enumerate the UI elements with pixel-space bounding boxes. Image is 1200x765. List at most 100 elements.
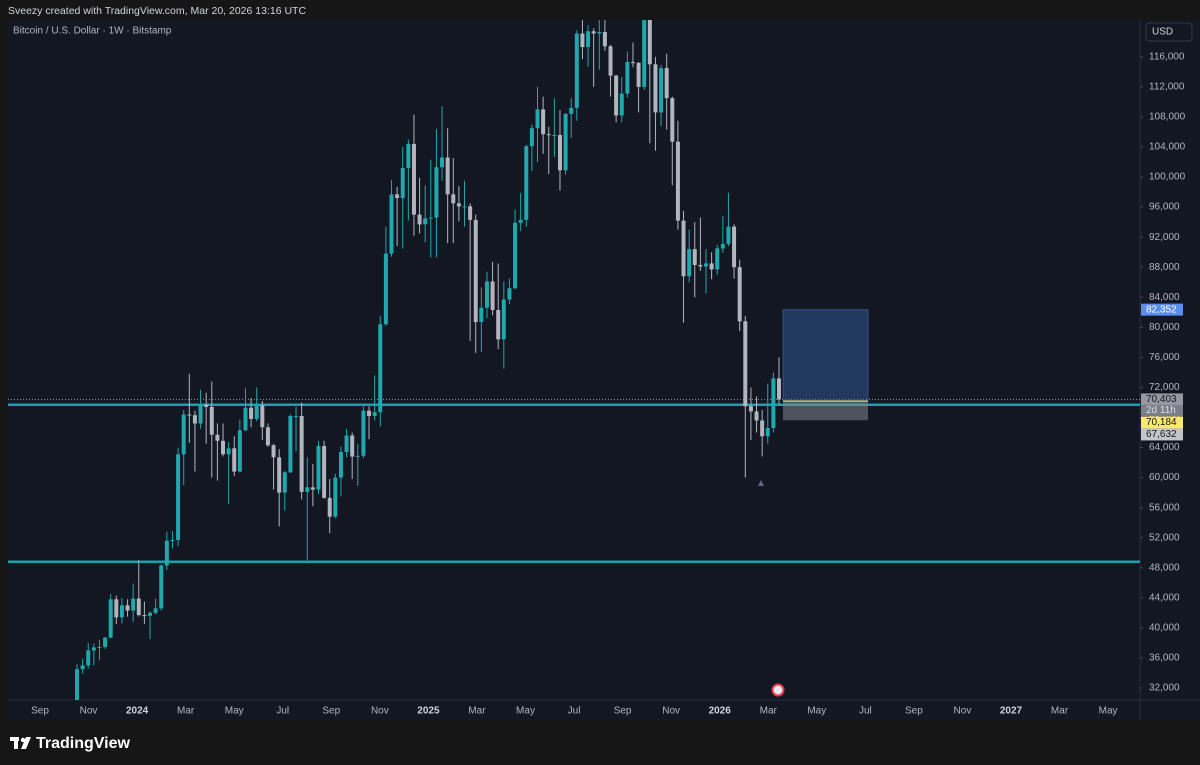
x-tick-label: Mar: [760, 706, 778, 717]
candle-body: [243, 407, 248, 431]
candle-body: [557, 134, 562, 171]
y-tick-label: 88,000: [1149, 262, 1180, 273]
brand-name: TradingView: [36, 735, 131, 752]
candle-body: [518, 219, 523, 223]
candle-body: [580, 33, 585, 48]
candle-body: [703, 263, 708, 267]
candle-body: [524, 146, 529, 220]
candle-body: [737, 267, 742, 322]
candle-body: [164, 540, 169, 566]
y-tick-label: 104,000: [1149, 142, 1186, 153]
candle-body: [277, 457, 282, 493]
candle-body: [726, 226, 731, 244]
x-tick-label: 2024: [126, 706, 149, 717]
candle-body: [456, 203, 461, 207]
candle-body: [743, 321, 748, 407]
y-tick-label: 60,000: [1149, 472, 1180, 483]
event-icon-flag[interactable]: [773, 685, 783, 695]
y-tick-label: 116,000: [1149, 51, 1185, 62]
candle-body: [468, 206, 473, 220]
candle-body: [473, 219, 478, 323]
candle-body: [586, 31, 591, 48]
x-tick-label: 2026: [709, 706, 732, 717]
candle-body: [732, 226, 737, 268]
x-tick-label: May: [807, 706, 826, 717]
y-tick-label: 52,000: [1149, 532, 1180, 543]
candle-body: [619, 93, 624, 116]
candle-body: [653, 64, 658, 113]
y-tick-label: 112,000: [1149, 82, 1185, 93]
y-tick-label: 36,000: [1149, 653, 1180, 664]
candle-body: [383, 253, 388, 325]
candle-body: [608, 46, 613, 76]
candle-body: [316, 446, 321, 490]
candle-body: [232, 448, 237, 472]
candle-body: [237, 430, 242, 472]
y-tick-label: 100,000: [1149, 172, 1186, 183]
candle-body: [181, 414, 186, 455]
candle-body: [91, 647, 96, 651]
brand-logo: [10, 737, 31, 749]
candle-body: [131, 598, 136, 611]
y-tick-label: 40,000: [1149, 623, 1180, 634]
candle-body: [108, 599, 113, 638]
candle-body: [670, 98, 675, 142]
candle-body: [299, 415, 304, 492]
candle-body: [664, 68, 669, 99]
x-tick-label: Jul: [568, 706, 581, 717]
header-text: Sveezy created with TradingView.com, Mar…: [8, 5, 306, 17]
candle-body: [204, 404, 209, 407]
candle-body: [271, 445, 276, 458]
candle-body: [675, 141, 680, 221]
plot-area: [8, 20, 1140, 700]
symbol-title: Bitcoin / U.S. Dollar · 1W · Bitstamp: [13, 26, 172, 37]
currency-label[interactable]: USD: [1152, 27, 1173, 38]
candle-body: [591, 31, 596, 34]
y-tick-label: 92,000: [1149, 232, 1180, 243]
candle-body: [322, 446, 327, 498]
chart-panel: [8, 20, 1200, 720]
candle-body: [490, 281, 495, 311]
price-tag-label: 82,352: [1146, 304, 1177, 315]
candle-body: [636, 62, 641, 87]
candle-body: [327, 497, 332, 517]
candle-body: [569, 107, 574, 114]
y-tick-label: 64,000: [1149, 442, 1180, 453]
candle-body: [192, 415, 197, 424]
candle-body: [159, 565, 164, 609]
candle-body: [720, 243, 725, 249]
x-tick-label: Nov: [954, 706, 972, 717]
candle-body: [417, 214, 422, 225]
currency-button[interactable]: [1145, 22, 1193, 42]
y-tick-label: 76,000: [1149, 352, 1180, 363]
candle-body: [496, 310, 501, 340]
y-tick-label: 48,000: [1149, 562, 1180, 573]
candle-body: [765, 428, 770, 437]
x-tick-label: 2027: [1000, 706, 1023, 717]
candle-body: [507, 288, 512, 300]
stop-zone: [783, 401, 868, 421]
y-tick-label: 44,000: [1149, 592, 1180, 603]
candle-body: [170, 539, 175, 541]
candle-body: [136, 598, 141, 616]
candle-body: [395, 194, 400, 199]
x-tick-label: Nov: [80, 706, 98, 717]
candle-body: [760, 420, 765, 437]
candle-body: [389, 194, 394, 254]
candle-body: [265, 427, 270, 446]
y-tick-label: 72,000: [1149, 382, 1180, 393]
candle-body: [187, 414, 192, 416]
logo-stem: [14, 737, 18, 749]
candle-body: [647, 20, 652, 65]
candle-body: [715, 248, 720, 270]
candle-body: [501, 299, 506, 340]
y-tick-label: 108,000: [1149, 112, 1186, 123]
candle-body: [148, 612, 153, 616]
x-tick-label: Sep: [322, 706, 340, 717]
candle-body: [221, 440, 226, 455]
x-tick-label: Sep: [905, 706, 923, 717]
y-tick-label: 96,000: [1149, 202, 1180, 213]
countdown-label: 2d 11h: [1146, 405, 1176, 416]
